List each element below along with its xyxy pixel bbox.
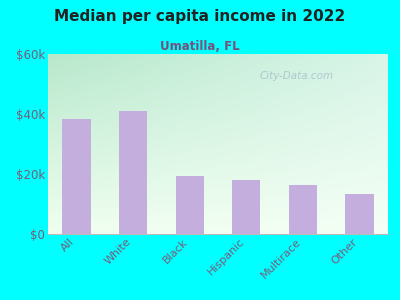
Text: City-Data.com: City-Data.com <box>259 70 333 81</box>
Text: Median per capita income in 2022: Median per capita income in 2022 <box>54 9 346 24</box>
Bar <box>289 184 317 234</box>
Text: Umatilla, FL: Umatilla, FL <box>160 40 240 53</box>
Bar <box>346 194 374 234</box>
Bar <box>62 118 90 234</box>
Bar <box>232 180 260 234</box>
Bar <box>176 176 204 234</box>
Bar <box>119 111 147 234</box>
